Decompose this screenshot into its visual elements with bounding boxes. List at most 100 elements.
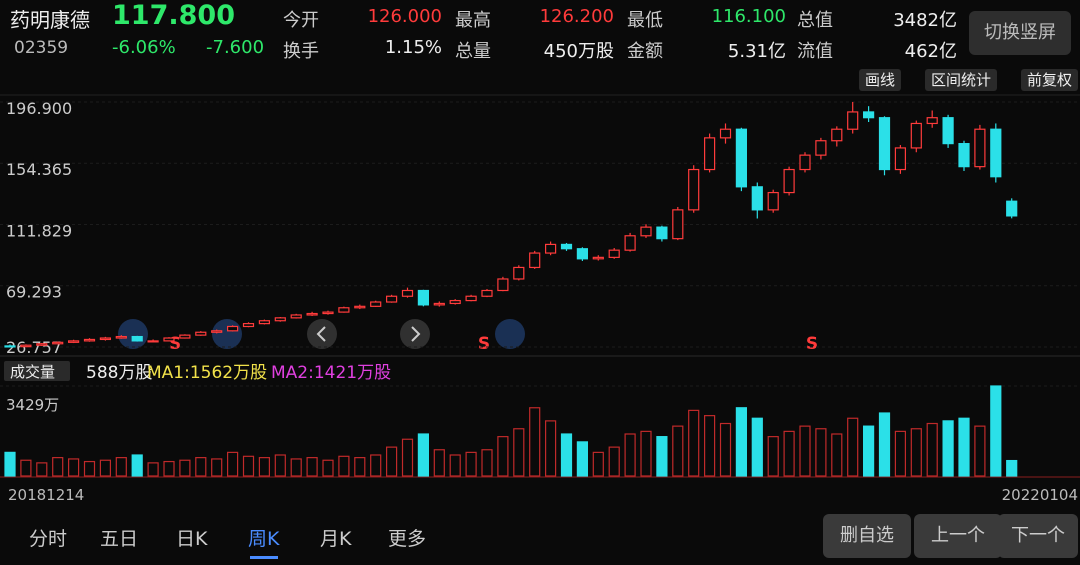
stat-value: 126.200: [539, 6, 614, 27]
volume-bar: [815, 428, 827, 477]
change-pct: -6.06%: [112, 37, 176, 58]
stat-value: 126.000: [367, 6, 442, 27]
volume-bar: [52, 457, 64, 477]
candle-body: [735, 128, 748, 188]
y-tick-label: 69.293: [6, 283, 62, 302]
tab-active[interactable]: 周K: [248, 528, 280, 550]
volume-bar: [640, 430, 652, 477]
candle-body: [354, 305, 366, 309]
candle-body: [624, 235, 636, 251]
volume-bar: [576, 441, 589, 477]
candle-body: [258, 320, 270, 325]
adjust-button[interactable]: 前复权: [1021, 69, 1079, 91]
volume-ma1: MA1:1562万股: [147, 363, 267, 383]
zoom-icon[interactable]: [495, 319, 525, 349]
volume-bar: [211, 458, 223, 477]
signal: S: [806, 334, 818, 354]
volume-bar: [36, 462, 48, 477]
candle-body: [322, 311, 334, 315]
y-tick-label: 3429万: [6, 396, 59, 414]
volume-bar: [338, 455, 350, 477]
y-tick-label: 26.757: [6, 338, 62, 357]
icon[interactable]: [212, 319, 242, 349]
candle-body: [36, 343, 48, 346]
candle-body: [370, 301, 382, 307]
tab[interactable]: 分时: [29, 528, 68, 550]
stat-label: 总值: [797, 10, 833, 31]
tab[interactable]: 月K: [320, 528, 352, 550]
volume-bar: [370, 454, 382, 477]
tab[interactable]: 日K: [176, 528, 208, 550]
stat-label: 最低: [627, 10, 663, 31]
candle-body: [465, 295, 477, 302]
stat-value: 450万股: [543, 41, 614, 62]
stat-value: 1.15%: [384, 37, 442, 58]
signal: S: [478, 334, 490, 354]
candle-body: [878, 117, 891, 171]
volume-bar: [560, 433, 573, 477]
button[interactable]: 上一个: [914, 514, 1002, 558]
volume-bar: [433, 449, 445, 477]
rotate-button[interactable]: 切换竖屏: [969, 11, 1071, 55]
volume-bar: [608, 446, 620, 477]
indicator-select[interactable]: [4, 361, 70, 381]
change: -7.600: [206, 37, 265, 58]
candle-body: [147, 340, 159, 343]
volume-bar: [703, 415, 716, 477]
volume-bar: [544, 420, 557, 477]
code: 02359: [14, 38, 69, 58]
icon[interactable]: [118, 319, 148, 349]
candle-body: [67, 340, 80, 343]
volume-bar: [354, 457, 366, 477]
candle-body: [227, 325, 239, 332]
tab[interactable]: 五日: [100, 528, 139, 550]
volume-ma2: MA2:1421万股: [271, 363, 391, 383]
volume-bar: [592, 451, 604, 477]
stat-label: 最高: [455, 10, 491, 31]
range-button[interactable]: 区间统计: [925, 69, 998, 91]
button[interactable]: 删自选: [823, 514, 911, 558]
candle-body: [640, 226, 652, 237]
volume-bar: [799, 425, 811, 477]
draw-button[interactable]: 画线: [859, 69, 902, 91]
y-tick-label: 111.829: [6, 221, 72, 240]
candle-body: [847, 111, 859, 130]
y-tick-label: 154.365: [6, 160, 72, 179]
volume-bar: [147, 462, 159, 477]
volume-bar: [862, 425, 875, 477]
candle-body: [783, 168, 795, 194]
signal: S: [169, 334, 181, 354]
button[interactable]: 下一个: [998, 514, 1078, 558]
candle-body: [1006, 200, 1018, 217]
candle-body: [449, 299, 461, 305]
volume-bar: [290, 458, 302, 477]
candle-body: [386, 295, 398, 303]
candle-body: [656, 226, 668, 240]
volume-bar: [131, 454, 143, 477]
candle-body: [417, 289, 429, 306]
candle-body: [401, 289, 414, 297]
candle-body: [942, 117, 954, 145]
volume-bar: [322, 459, 334, 477]
volume-bar: [195, 457, 207, 477]
volume-bar: [115, 457, 127, 477]
volume-bar: [258, 457, 270, 477]
candle-body: [195, 331, 207, 336]
prev-icon[interactable]: [307, 319, 337, 349]
volume-bar: [401, 438, 414, 477]
volume-bar: [767, 436, 779, 477]
tab[interactable]: 更多: [388, 528, 427, 550]
next-icon[interactable]: [400, 319, 430, 349]
candle-body: [242, 323, 255, 328]
volume-bar: [99, 459, 112, 477]
volume-bar: [20, 459, 32, 477]
candle-body: [4, 345, 16, 348]
stat-label: 换手: [283, 41, 319, 62]
y-tick-label: 196.900: [6, 99, 72, 118]
volume-bar: [751, 417, 763, 477]
volume-bar: [926, 422, 938, 477]
stock-name: 药明康德: [10, 8, 90, 32]
candle-body: [592, 256, 604, 260]
candle-body: [83, 338, 96, 342]
volume-bar: [735, 407, 748, 477]
